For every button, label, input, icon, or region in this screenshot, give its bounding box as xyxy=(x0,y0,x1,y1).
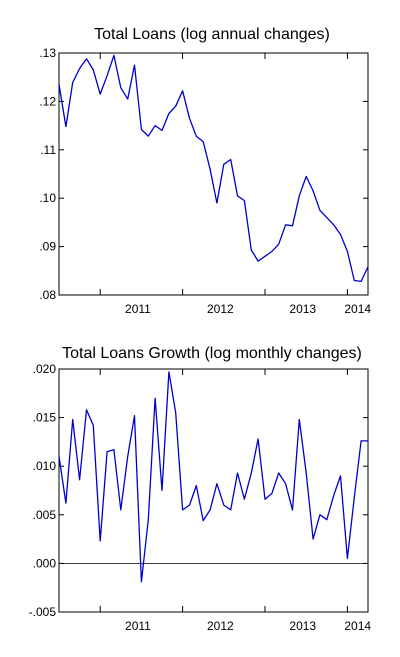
y-tick-label: .12 xyxy=(39,94,56,108)
x-tick-label: 2012 xyxy=(207,302,234,316)
y-tick-label: .015 xyxy=(33,411,57,425)
series-line-1 xyxy=(58,54,369,283)
chart-panel-1: Total Loans (log annual changes) .08 .09 .1… xyxy=(39,26,371,316)
x-tick-label: 2013 xyxy=(289,302,316,316)
x-tick-label: 2011 xyxy=(125,302,151,316)
x-tick-label: 2013 xyxy=(289,619,316,633)
chart-title: Total Loans (log annual changes) xyxy=(94,26,330,43)
x-tick-label: 2014 xyxy=(344,619,371,633)
y-tick-label: .010 xyxy=(33,459,57,473)
y-tick-label: -.005 xyxy=(29,605,57,619)
y-tick-label: .08 xyxy=(39,288,56,302)
y-tick-label: .020 xyxy=(33,362,57,376)
x-tick-label: 2014 xyxy=(344,302,371,316)
y-tick-label: .11 xyxy=(40,143,56,157)
y-tick-label: .10 xyxy=(39,191,56,205)
series-line-1 xyxy=(58,371,368,583)
y-tick-label: .13 xyxy=(39,46,56,60)
y-tick-label: .09 xyxy=(39,240,56,254)
y-tick-label: .005 xyxy=(33,508,57,522)
x-tick-label: 2011 xyxy=(125,619,151,633)
chart-title: Total Loans Growth (log monthly changes) xyxy=(62,345,362,362)
x-tick-label: 2012 xyxy=(207,619,234,633)
chart-panel-2: Total Loans Growth (log monthly changes)… xyxy=(29,345,372,633)
plot-frame xyxy=(58,52,369,296)
y-tick-label: .000 xyxy=(33,556,57,570)
plot-frame xyxy=(58,368,369,613)
